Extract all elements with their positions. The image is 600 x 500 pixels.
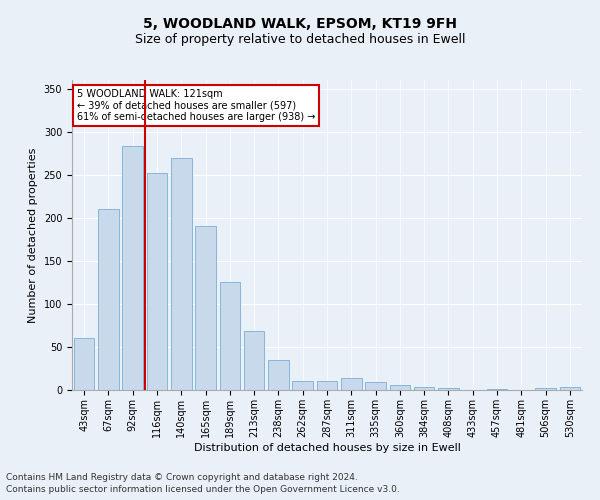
- Bar: [414, 386, 434, 390]
- Bar: [98, 209, 119, 390]
- Text: Contains HM Land Registry data © Crown copyright and database right 2024.: Contains HM Land Registry data © Crown c…: [6, 473, 358, 482]
- Text: Size of property relative to detached houses in Ewell: Size of property relative to detached ho…: [135, 32, 465, 46]
- Bar: [292, 380, 313, 390]
- Bar: [146, 173, 167, 390]
- Bar: [341, 378, 362, 390]
- Text: 5 WOODLAND WALK: 121sqm
← 39% of detached houses are smaller (597)
61% of semi-d: 5 WOODLAND WALK: 121sqm ← 39% of detache…: [77, 90, 316, 122]
- Bar: [365, 382, 386, 390]
- Bar: [74, 338, 94, 390]
- Bar: [268, 360, 289, 390]
- Bar: [244, 332, 265, 390]
- Bar: [317, 380, 337, 390]
- Bar: [171, 158, 191, 390]
- Y-axis label: Number of detached properties: Number of detached properties: [28, 148, 38, 322]
- Bar: [535, 388, 556, 390]
- Bar: [438, 388, 459, 390]
- Text: 5, WOODLAND WALK, EPSOM, KT19 9FH: 5, WOODLAND WALK, EPSOM, KT19 9FH: [143, 18, 457, 32]
- X-axis label: Distribution of detached houses by size in Ewell: Distribution of detached houses by size …: [194, 442, 460, 452]
- Bar: [487, 389, 508, 390]
- Bar: [195, 226, 216, 390]
- Bar: [560, 386, 580, 390]
- Bar: [220, 282, 240, 390]
- Text: Contains public sector information licensed under the Open Government Licence v3: Contains public sector information licen…: [6, 486, 400, 494]
- Bar: [389, 385, 410, 390]
- Bar: [122, 146, 143, 390]
